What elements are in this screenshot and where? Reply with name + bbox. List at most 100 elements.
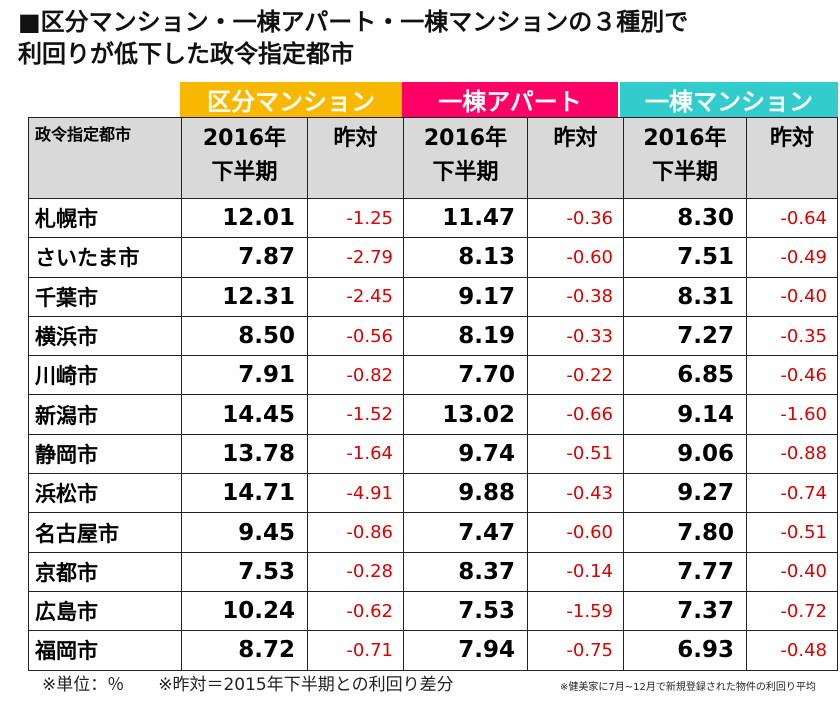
yield-value: 7.37	[623, 590, 747, 632]
yoy-diff: -0.46	[746, 355, 838, 396]
yoy-diff: -0.62	[307, 590, 404, 632]
yield-value: 8.30	[623, 197, 747, 239]
yoy-diff: -0.82	[307, 355, 404, 396]
header-diff: 昨対	[307, 117, 404, 199]
yield-value: 8.13	[403, 237, 528, 278]
yoy-diff: -0.38	[527, 276, 624, 317]
yoy-diff: -0.40	[746, 551, 838, 592]
category-header: 一棟アパート	[402, 82, 618, 117]
yield-value: 7.53	[403, 590, 528, 632]
yield-value: 13.78	[181, 433, 308, 475]
city-name: 札幌市	[28, 197, 182, 239]
yoy-diff: -0.51	[746, 512, 838, 553]
yield-value: 9.14	[623, 394, 747, 435]
yoy-diff: -0.75	[527, 630, 624, 671]
yoy-diff: -0.35	[746, 315, 838, 357]
city-name: 川崎市	[28, 355, 182, 396]
title-line-1: ■区分マンション・一棟アパート・一棟マンションの３種別で	[18, 8, 689, 36]
city-name: 広島市	[28, 590, 182, 632]
yield-value: 7.70	[403, 355, 528, 396]
yoy-diff: -1.25	[307, 197, 404, 239]
yield-value: 8.72	[181, 630, 308, 671]
yield-value: 8.19	[403, 315, 528, 357]
title-line-2: 利回りが低下した政令指定都市	[18, 40, 354, 68]
yoy-diff: -0.60	[527, 512, 624, 553]
city-name: 浜松市	[28, 473, 182, 514]
yoy-diff: -4.91	[307, 473, 404, 514]
yield-value: 7.80	[623, 512, 747, 553]
header-period: 2016年 下半期	[403, 117, 528, 199]
yoy-diff: -0.33	[527, 315, 624, 357]
yoy-diff: -0.64	[746, 197, 838, 239]
yoy-diff: -0.43	[527, 473, 624, 514]
table-row: 横浜市 8.50 -0.56 8.19 -0.33 7.27 -0.35	[28, 315, 838, 357]
yoy-diff: -2.79	[307, 237, 404, 278]
header-period: 2016年 下半期	[181, 117, 308, 199]
yoy-diff: -0.86	[307, 512, 404, 553]
yield-value: 9.27	[623, 473, 747, 514]
city-name: 新潟市	[28, 394, 182, 435]
city-name: 千葉市	[28, 276, 182, 317]
yoy-diff: -2.45	[307, 276, 404, 317]
yoy-diff: -0.36	[527, 197, 624, 239]
table-row: 浜松市 14.71 -4.91 9.88 -0.43 9.27 -0.74	[28, 473, 838, 514]
yield-value: 11.47	[403, 197, 528, 239]
yield-value: 7.51	[623, 237, 747, 278]
page-title: ■区分マンション・一棟アパート・一棟マンションの３種別で 利回りが低下した政令指定…	[18, 6, 688, 70]
city-name: 京都市	[28, 551, 182, 592]
city-name: 名古屋市	[28, 512, 182, 553]
yield-table: 政令指定都市 2016年 下半期 昨対 2016年 下半期 昨対 2016年 下半期…	[28, 117, 838, 671]
yield-value: 7.53	[181, 551, 308, 592]
yield-value: 12.01	[181, 197, 308, 239]
yield-value: 8.37	[403, 551, 528, 592]
yoy-diff: -0.28	[307, 551, 404, 592]
yoy-diff: -0.49	[746, 237, 838, 278]
yield-value: 13.02	[403, 394, 528, 435]
yield-value: 9.45	[181, 512, 308, 553]
category-header: 区分マンション	[180, 82, 402, 117]
table-row: 福岡市 8.72 -0.71 7.94 -0.75 6.93 -0.48	[28, 630, 838, 671]
header-period: 2016年 下半期	[623, 117, 747, 199]
header-city: 政令指定都市	[28, 117, 182, 199]
table-row: 札幌市 12.01 -1.25 11.47 -0.36 8.30 -0.64	[28, 197, 838, 239]
yield-value: 7.94	[403, 630, 528, 671]
yield-value: 7.77	[623, 551, 747, 592]
header-diff: 昨対	[746, 117, 838, 199]
yield-value: 7.87	[181, 237, 308, 278]
yield-value: 14.45	[181, 394, 308, 435]
footnote-source: ※健美家に7月~12月で新規登録された物件の利回り平均	[560, 682, 816, 693]
yoy-diff: -0.22	[527, 355, 624, 396]
yield-value: 10.24	[181, 590, 308, 632]
city-name: 横浜市	[28, 315, 182, 357]
yoy-diff: -0.71	[307, 630, 404, 671]
yoy-diff: -0.56	[307, 315, 404, 357]
table-row: 新潟市 14.45 -1.52 13.02 -0.66 9.14 -1.60	[28, 394, 838, 435]
yield-value: 9.74	[403, 433, 528, 475]
yoy-diff: -1.64	[307, 433, 404, 475]
footnote-unit: ※単位：％ ※昨対＝2015年下半期との利回り差分	[42, 675, 454, 695]
header-diff: 昨対	[527, 117, 624, 199]
city-name: 福岡市	[28, 630, 182, 671]
table-row: 静岡市 13.78 -1.64 9.74 -0.51 9.06 -0.88	[28, 433, 838, 475]
yoy-diff: -1.52	[307, 394, 404, 435]
yoy-diff: -0.51	[527, 433, 624, 475]
table-row: 千葉市 12.31 -2.45 9.17 -0.38 8.31 -0.40	[28, 276, 838, 317]
table-row: 広島市 10.24 -0.62 7.53 -1.59 7.37 -0.72	[28, 590, 838, 632]
city-name: さいたま市	[28, 237, 182, 278]
yoy-diff: -0.40	[746, 276, 838, 317]
yield-value: 12.31	[181, 276, 308, 317]
yield-value: 6.93	[623, 630, 747, 671]
yield-value: 6.85	[623, 355, 747, 396]
yoy-diff: -0.60	[527, 237, 624, 278]
yoy-diff: -0.72	[746, 590, 838, 632]
yoy-diff: -1.59	[527, 590, 624, 632]
yield-value: 7.47	[403, 512, 528, 553]
yield-value: 9.06	[623, 433, 747, 475]
yield-value: 7.91	[181, 355, 308, 396]
yoy-diff: -0.14	[527, 551, 624, 592]
yield-value: 8.50	[181, 315, 308, 357]
yoy-diff: -1.60	[746, 394, 838, 435]
category-header: 一棟マンション	[620, 82, 838, 117]
yield-value: 9.88	[403, 473, 528, 514]
table-row: 名古屋市 9.45 -0.86 7.47 -0.60 7.80 -0.51	[28, 512, 838, 553]
